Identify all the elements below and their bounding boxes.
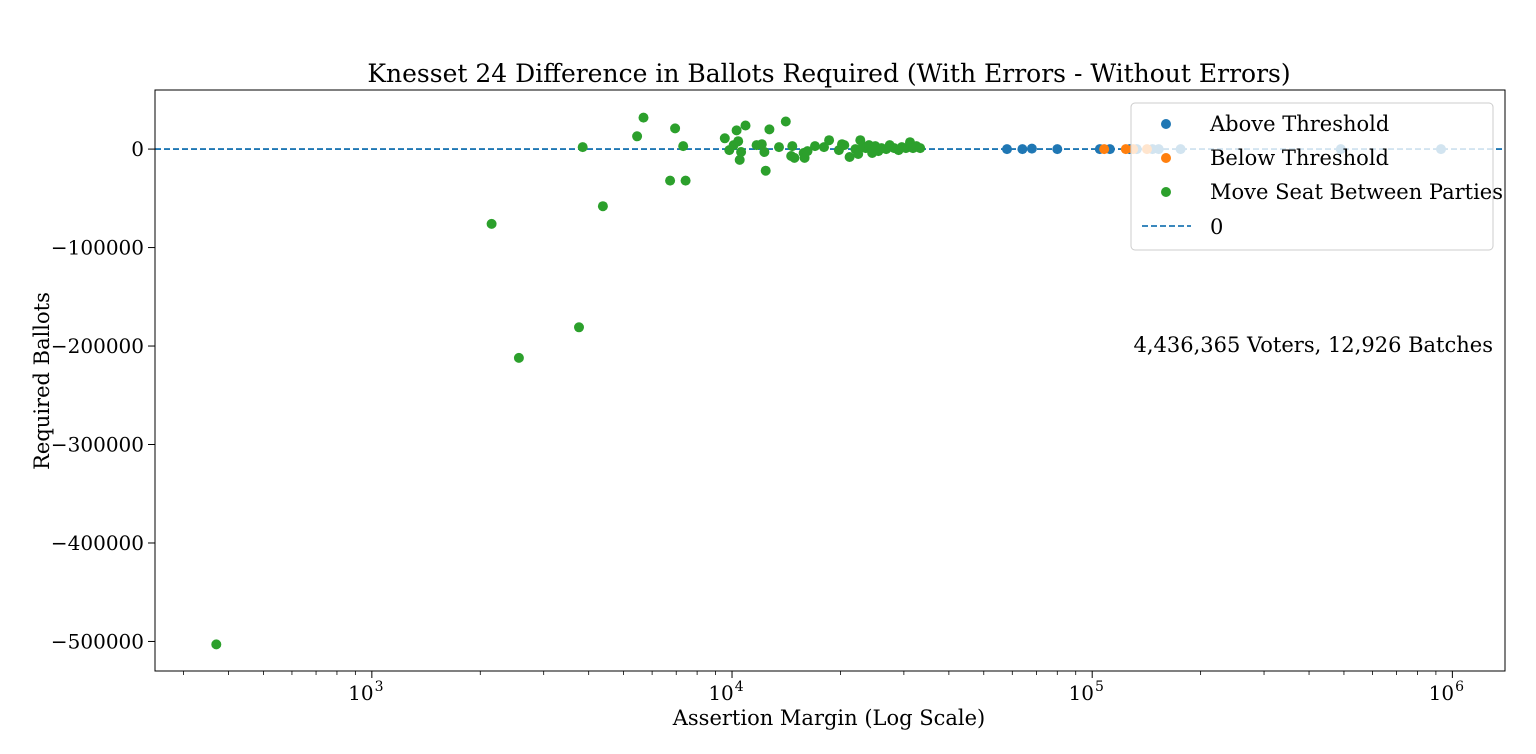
data-point [736, 147, 747, 157]
legend-marker-below-threshold [1161, 153, 1171, 163]
data-point [853, 149, 864, 159]
data-point [719, 133, 730, 144]
voters-batches-annotation: 4,436,365 Voters, 12,926 Batches [1133, 333, 1493, 357]
data-point [802, 146, 813, 157]
legend-label-move-seat: Move Seat Between Parties [1210, 180, 1503, 204]
legend: Above Threshold Below Threshold Move Sea… [1130, 102, 1503, 251]
series-move-seat-between-parties [211, 112, 926, 650]
data-point [764, 124, 775, 135]
data-point [774, 142, 784, 153]
data-point [632, 131, 643, 142]
data-point [759, 147, 770, 157]
data-point [211, 639, 222, 650]
legend-marker-above-threshold [1161, 119, 1171, 129]
data-point [734, 154, 745, 165]
y-tick-label: −200000 [51, 334, 144, 358]
data-point [810, 141, 820, 152]
y-tick-label: −100000 [51, 236, 144, 260]
data-point [638, 112, 649, 123]
data-point [680, 175, 691, 186]
data-point [1026, 143, 1037, 154]
x-axis-label: Assertion Margin (Log Scale) [672, 706, 986, 730]
data-point [760, 165, 771, 176]
data-point [513, 352, 524, 363]
data-point [915, 143, 926, 154]
data-point [577, 142, 588, 153]
y-tick-label: −400000 [51, 531, 144, 555]
data-point [789, 152, 800, 163]
data-point [756, 139, 767, 150]
data-point [665, 175, 676, 186]
data-point [819, 142, 829, 153]
legend-box [1130, 102, 1494, 251]
data-point [670, 123, 681, 134]
data-point [1017, 144, 1028, 155]
data-point [731, 125, 742, 136]
data-point [787, 141, 798, 152]
data-point [839, 140, 850, 151]
data-point [1099, 144, 1110, 155]
data-point [824, 135, 835, 146]
y-tick-label: −300000 [51, 433, 144, 457]
y-axis-label: Required Ballots [30, 292, 54, 470]
data-point [486, 218, 497, 229]
legend-label-zero-line: 0 [1210, 215, 1223, 239]
axes-frame [154, 89, 1506, 672]
y-tick-label: −500000 [51, 629, 144, 653]
legend-marker-move-seat [1161, 187, 1171, 197]
legend-label-below-threshold: Below Threshold [1210, 146, 1389, 170]
y-tick-label: 0 [131, 137, 144, 161]
data-point [740, 120, 751, 131]
data-point [574, 322, 584, 333]
data-point [1052, 144, 1063, 155]
data-point [1002, 144, 1012, 155]
data-point [597, 201, 608, 212]
data-point [780, 116, 791, 127]
data-point [733, 136, 744, 147]
legend-label-above-threshold: Above Threshold [1209, 112, 1389, 136]
data-point [1120, 144, 1131, 155]
data-point [678, 141, 689, 152]
data-point [844, 152, 855, 162]
y-axis: 0 −100000 −200000 −300000 −400000 −500000 [51, 137, 155, 653]
chart-title: Knesset 24 Difference in Ballots Require… [367, 59, 1290, 88]
